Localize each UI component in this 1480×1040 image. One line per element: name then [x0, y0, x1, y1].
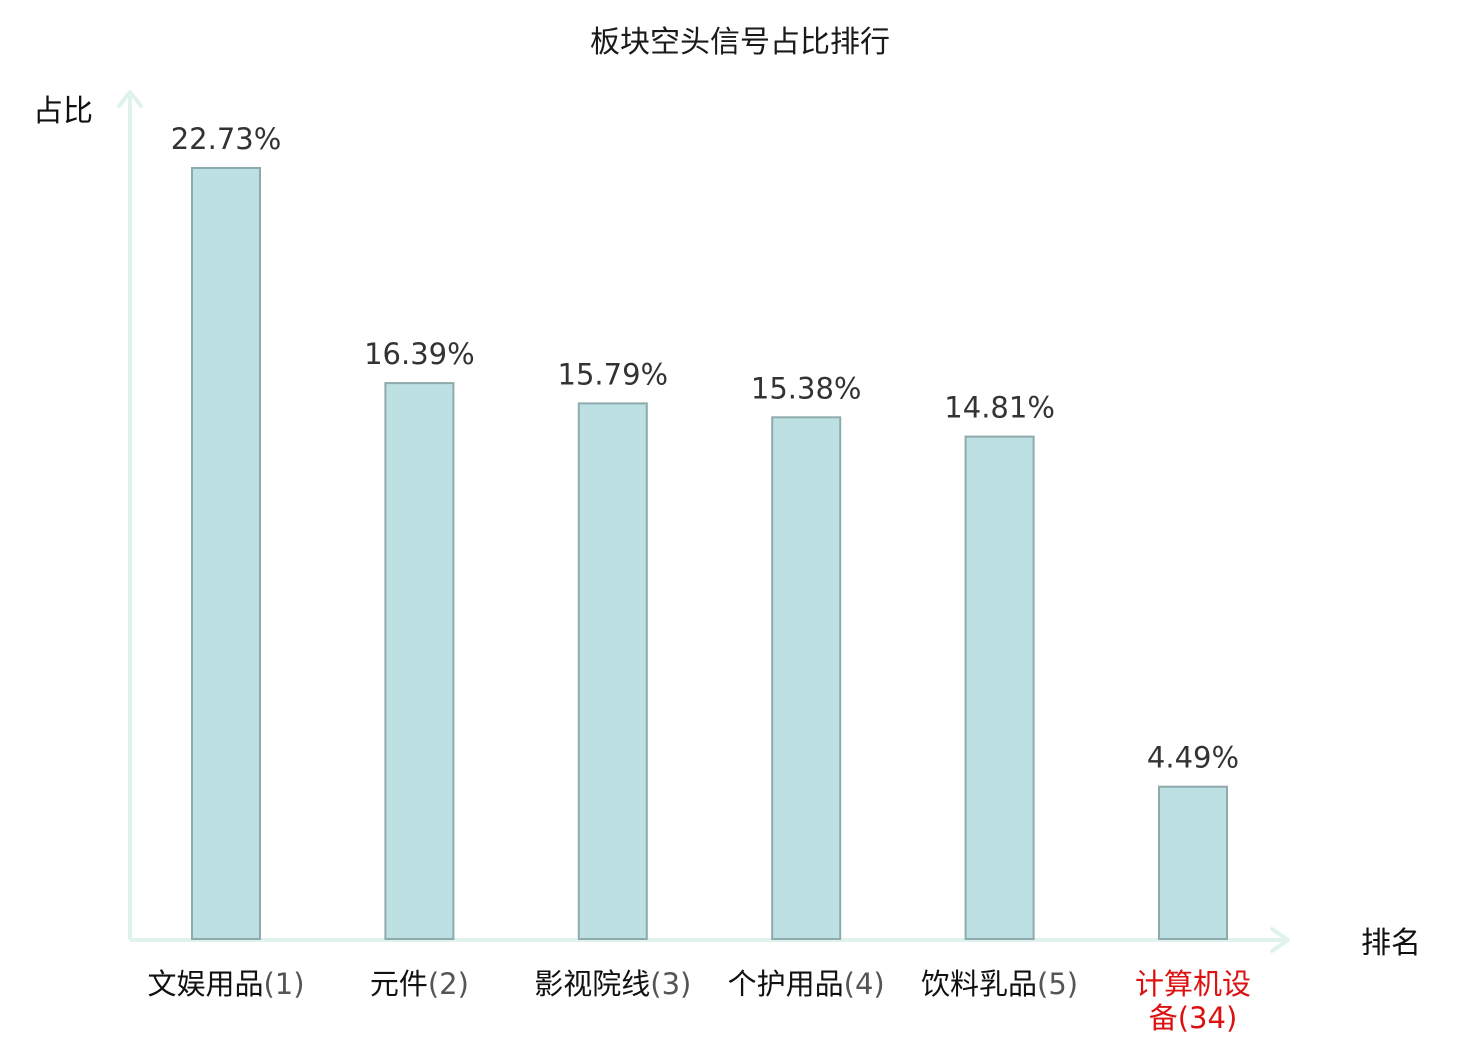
category-label-4: 个护用品(4): [728, 967, 885, 1001]
bar-group: [191, 167, 1228, 941]
category-label-5: 饮料乳品(5): [921, 967, 1078, 1001]
category-label-6-line-2: 备(34): [1149, 1001, 1238, 1035]
value-label-4: 15.38%: [751, 371, 862, 405]
category-label-group: 文娱用品(1) 元件(2) 影视院线(3) 个护用品(4) 饮料乳品(5) 计算机设备(3…: [147, 967, 1251, 1035]
bar-6: [1158, 785, 1228, 941]
bar-4: [771, 416, 842, 940]
category-label-1: 文娱用品(1): [147, 967, 304, 1001]
chart-title: 板块空头信号占比排行: [590, 25, 890, 60]
value-label-group: 22.73% 16.39% 15.79% 15.38% 14.81% 4.49%: [171, 122, 1239, 775]
category-label-2: 元件(2): [370, 967, 469, 1001]
value-label-6: 4.49%: [1147, 741, 1239, 775]
bar-3: [577, 402, 648, 940]
bar-5: [964, 435, 1035, 940]
bar-1: [191, 167, 261, 940]
value-label-3: 15.79%: [558, 357, 669, 391]
value-label-1: 22.73%: [171, 122, 282, 156]
bar-2: [384, 382, 455, 941]
value-label-2: 16.39%: [364, 337, 475, 371]
category-label-6-line-1: 计算机设: [1135, 967, 1251, 1001]
y-axis-label: 占比: [33, 94, 93, 129]
value-label-5: 14.81%: [944, 391, 1055, 425]
y-axis-arrow-icon: [117, 90, 143, 108]
category-label-3: 影视院线(3): [534, 967, 691, 1001]
x-axis-label: 排名: [1361, 926, 1421, 961]
x-axis-arrow-icon: [1270, 927, 1290, 953]
